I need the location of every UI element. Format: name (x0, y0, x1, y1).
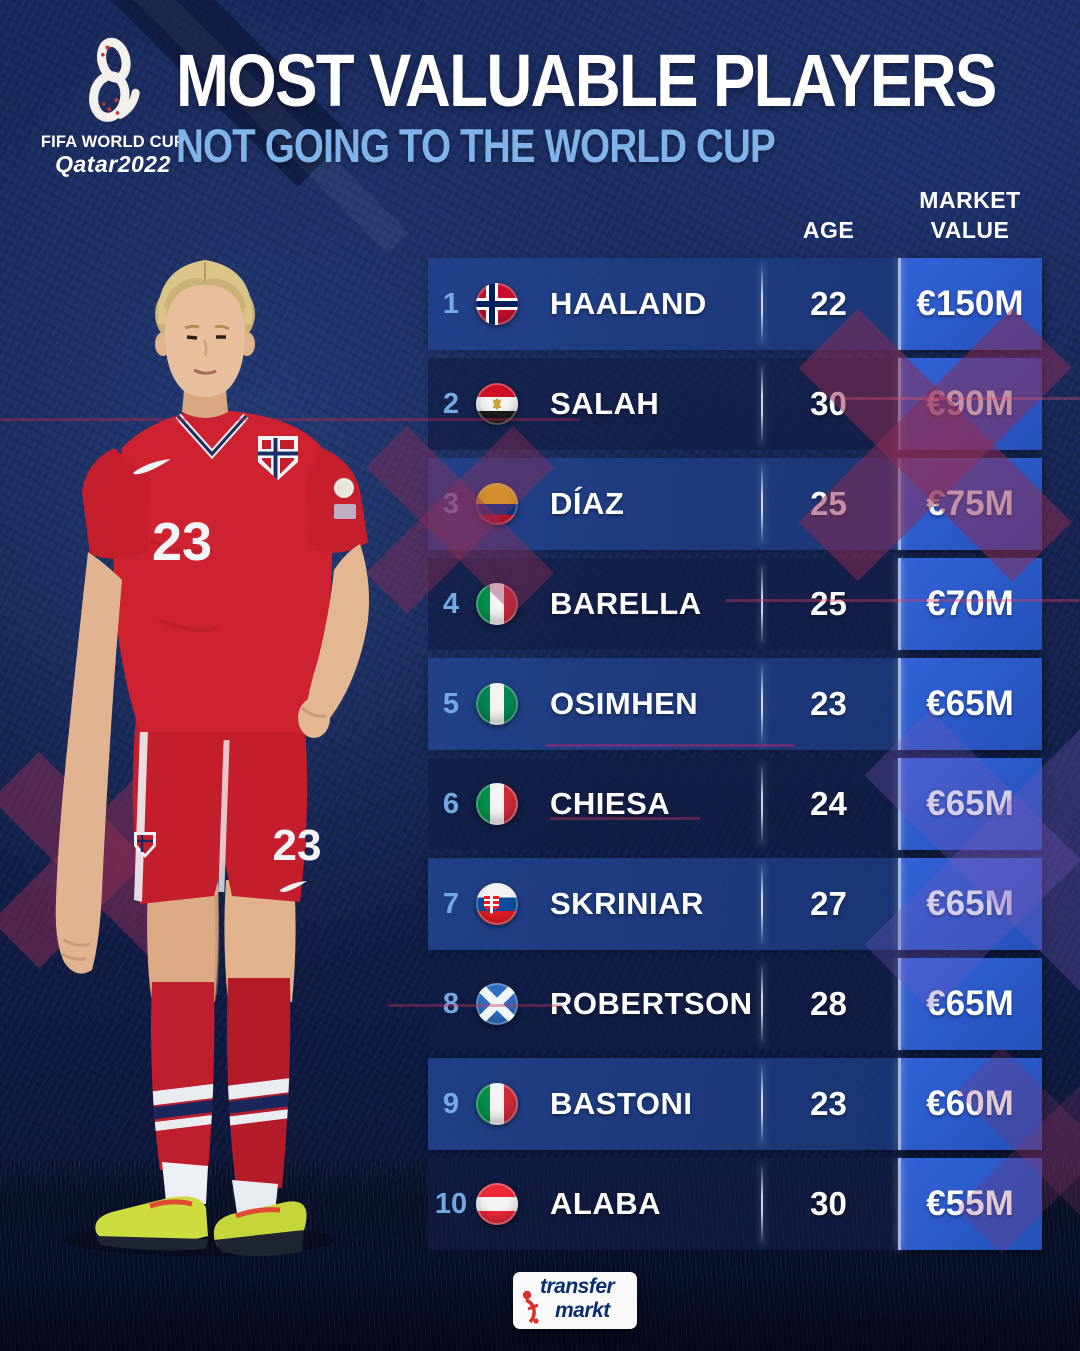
market-value-text: €90M (926, 384, 1014, 423)
table-row: 1 HAALAND 22 €150M (428, 258, 1042, 350)
market-value-text: €75M (926, 484, 1014, 523)
column-divider (761, 962, 763, 1046)
rank-number: 1 (442, 287, 460, 320)
norway-flag-icon (476, 283, 518, 325)
italy-flag-icon (476, 1083, 518, 1125)
market-value-text: €65M (926, 784, 1014, 823)
rank-number: 3 (442, 487, 460, 520)
market-value-text: €150M (916, 284, 1024, 323)
column-divider (761, 762, 763, 846)
world-cup-emblem-icon (89, 37, 140, 122)
column-divider (761, 662, 763, 746)
market-value-badge: €90M (898, 358, 1042, 450)
market-value-text: €70M (926, 584, 1014, 623)
player-age: 25 (810, 585, 847, 622)
market-value-badge: €65M (898, 858, 1042, 950)
player-name: SKRINIAR (550, 886, 704, 921)
player-name: BASTONI (550, 1086, 693, 1121)
page-subtitle: NOT GOING TO THE WORLD CUP (176, 119, 776, 172)
rank-number: 2 (442, 387, 460, 420)
player-age: 28 (810, 985, 847, 1022)
column-divider (761, 862, 763, 946)
scotland-flag-icon (476, 983, 518, 1025)
italy-flag-icon (476, 783, 518, 825)
column-divider (761, 462, 763, 546)
market-value-badge: €55M (898, 1158, 1042, 1250)
player-name: CHIESA (550, 786, 671, 821)
player-age: 23 (810, 685, 847, 722)
player-age: 27 (810, 885, 847, 922)
table-row: 3 DÍAZ 25 €75M (428, 458, 1042, 550)
slovakia-flag-icon (476, 883, 518, 925)
market-value-badge: €65M (898, 758, 1042, 850)
table-row: 7 SKRINIAR 27 €65M (428, 858, 1042, 950)
rank-number: 6 (442, 787, 460, 820)
market-value-badge: €65M (898, 658, 1042, 750)
column-divider (761, 562, 763, 646)
table-column-headers: AGE MARKET VALUE (428, 180, 1042, 246)
player-age: 25 (810, 485, 847, 522)
table-row: 4 BARELLA 25 €70M (428, 558, 1042, 650)
shorts-number: 23 (273, 821, 322, 870)
colombia-flag-icon (476, 483, 518, 525)
player-age: 24 (810, 785, 847, 822)
column-divider (761, 1062, 763, 1146)
player-name: HAALAND (550, 286, 707, 321)
player-name: BARELLA (550, 586, 702, 621)
market-value-badge: €75M (898, 458, 1042, 550)
jersey-number: 23 (152, 512, 212, 572)
player-age: 22 (810, 285, 847, 322)
market-value-text: €65M (926, 684, 1014, 723)
transfermarkt-player-icon (522, 1290, 539, 1324)
market-value-text: €55M (926, 1184, 1014, 1223)
world-cup-logo-edition: Qatar2022 (55, 151, 171, 177)
player-name: SALAH (550, 386, 660, 421)
table-row: 6 CHIESA 24 €65M (428, 758, 1042, 850)
player-age: 30 (810, 1185, 847, 1222)
player-name: ALABA (550, 1186, 661, 1221)
player-ranking-table: 1 HAALAND 22 €150M 2 SALAH 30 €90M 3 DÍA… (428, 258, 1042, 1258)
player-name: DÍAZ (550, 486, 625, 521)
market-value-badge: €150M (898, 258, 1042, 350)
market-value-text: €60M (926, 1084, 1014, 1123)
column-divider (761, 362, 763, 446)
egypt-flag-icon (476, 383, 518, 425)
transfermarkt-logo-text-top: transfer (540, 1275, 615, 1298)
table-row: 2 SALAH 30 €90M (428, 358, 1042, 450)
rank-number: 8 (442, 987, 460, 1020)
column-divider (761, 262, 763, 346)
player-photo-illustration: 23 23 (55, 260, 369, 1256)
market-value-text: €65M (926, 984, 1014, 1023)
rank-number: 7 (442, 887, 460, 920)
transfermarkt-logo: transfer markt (513, 1272, 637, 1329)
player-age: 30 (810, 385, 847, 422)
austria-flag-icon (476, 1183, 518, 1225)
table-row: 5 OSIMHEN 23 €65M (428, 658, 1042, 750)
player-age: 23 (810, 1085, 847, 1122)
market-value-badge: €65M (898, 958, 1042, 1050)
player-name: OSIMHEN (550, 686, 699, 721)
player-name: ROBERTSON (550, 986, 753, 1021)
market-value-column-header: MARKET VALUE (919, 187, 1021, 244)
transfermarkt-logo-text-bottom: markt (555, 1299, 610, 1322)
page-title: MOST VALUABLE PLAYERS (176, 39, 997, 122)
rank-number: 5 (442, 687, 460, 720)
rank-number: 4 (442, 587, 460, 620)
age-column-header: AGE (802, 217, 855, 243)
nigeria-flag-icon (476, 683, 518, 725)
market-value-text: €65M (926, 884, 1014, 923)
table-row: 10 ALABA 30 €55M (428, 1158, 1042, 1250)
market-value-badge: €70M (898, 558, 1042, 650)
market-value-badge: €60M (898, 1058, 1042, 1150)
rank-number: 9 (442, 1087, 460, 1120)
table-row: 8 ROBERTSON 28 €65M (428, 958, 1042, 1050)
world-cup-logo-title: FIFA WORLD CUP (40, 133, 186, 151)
italy-flag-icon (476, 583, 518, 625)
table-row: 9 BASTONI 23 €60M (428, 1058, 1042, 1150)
